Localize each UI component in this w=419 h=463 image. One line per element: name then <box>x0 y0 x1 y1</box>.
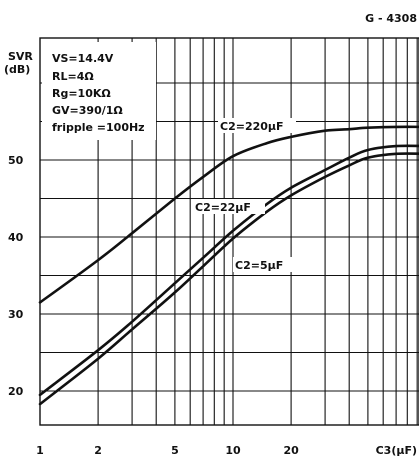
y-tick-label: 40 <box>8 231 24 244</box>
tick-labels: 1 2 5 10 20 20 30 40 50 <box>8 154 299 457</box>
x-tick-label: 5 <box>171 444 179 457</box>
conditions-background <box>42 42 156 140</box>
condition-vs: VS=14.4V <box>52 52 114 65</box>
condition-fripple: fripple =100Hz <box>52 121 145 134</box>
x-tick-label: 10 <box>225 444 241 457</box>
y-tick-label: 30 <box>8 308 24 321</box>
series-label-5uf: C2=5μF <box>235 259 283 272</box>
series-line-220uf <box>38 125 419 304</box>
series-label-bg-22 <box>193 199 265 214</box>
y-axis-label-line2: (dB) <box>4 63 30 76</box>
x-axis-label: C3(μF) <box>376 444 417 457</box>
condition-rl: RL=4Ω <box>52 70 94 83</box>
y-axis-label-line1: SVR <box>8 50 33 63</box>
x-tick-label: 2 <box>94 444 102 457</box>
series-label-220uf: C2=220μF <box>220 120 284 133</box>
series-label-bg-5 <box>233 257 293 272</box>
series-line-5uf <box>38 152 419 406</box>
plot-frame <box>39 37 419 426</box>
series-line-22uf <box>38 144 419 397</box>
condition-rg: Rg=10KΩ <box>52 87 111 100</box>
y-tick-label: 50 <box>8 154 24 167</box>
y-tick-label: 20 <box>8 385 24 398</box>
condition-gv: GV=390/1Ω <box>52 104 123 117</box>
series-label-22uf: C2=22μF <box>195 201 251 214</box>
curves <box>38 125 419 406</box>
figure-code: G - 4308 <box>365 12 417 25</box>
x-tick-label: 1 <box>36 444 44 457</box>
series-label-bg-220 <box>218 118 296 133</box>
conditions-box: VS=14.4V RL=4Ω Rg=10KΩ GV=390/1Ω fripple… <box>42 42 156 140</box>
x-tick-label: 20 <box>283 444 299 457</box>
series-labels: C2=220μF C2=22μF C2=5μF <box>193 118 296 272</box>
grid <box>39 37 419 426</box>
